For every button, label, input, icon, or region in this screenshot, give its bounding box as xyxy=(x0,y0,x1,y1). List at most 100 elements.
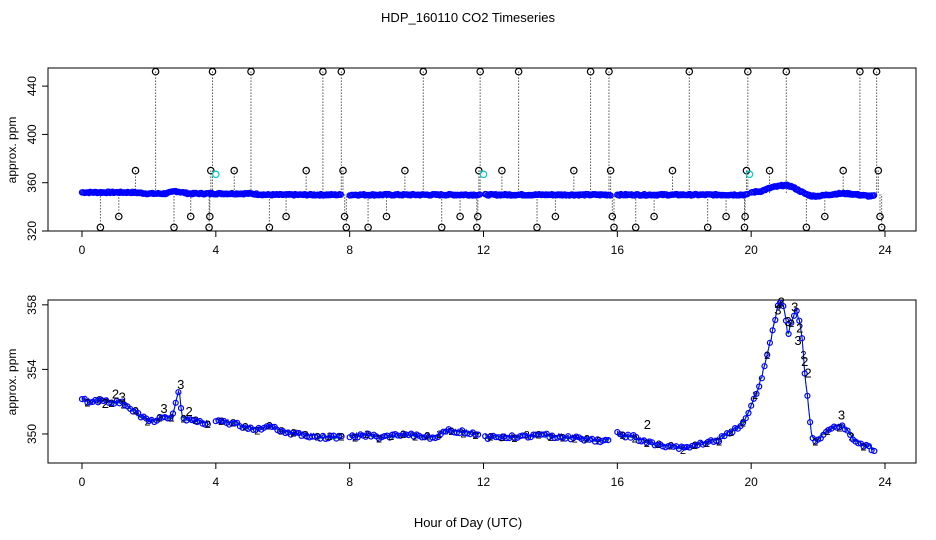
outlier-point xyxy=(650,212,658,221)
bottom-y-tick-label: 358 xyxy=(25,294,39,314)
point-label-2: 2 xyxy=(804,366,811,381)
data-point xyxy=(731,425,739,432)
outlier-point xyxy=(337,67,346,76)
bottom-x-tick-label: 24 xyxy=(878,475,892,489)
top-x-tick-label: 12 xyxy=(477,243,491,257)
data-point xyxy=(691,442,699,449)
outlier-point xyxy=(437,223,446,232)
point-label-2: 2 xyxy=(656,439,662,451)
data-point xyxy=(293,429,300,436)
data-point xyxy=(86,399,94,406)
data-point xyxy=(169,410,177,417)
outlier-point xyxy=(472,223,481,232)
flagged-point xyxy=(212,170,220,179)
data-point xyxy=(524,434,532,441)
x-axis-label: Hour of Day (UTC) xyxy=(414,515,522,530)
data-point xyxy=(793,307,800,314)
data-point xyxy=(870,192,878,199)
data-point xyxy=(400,430,407,437)
outlier-point xyxy=(339,166,347,175)
data-point xyxy=(654,441,661,449)
point-label-2: 2 xyxy=(801,354,808,369)
data-point xyxy=(282,429,289,437)
data-point xyxy=(175,389,182,396)
data-point xyxy=(607,192,614,199)
bottom-panel-frame xyxy=(47,299,917,464)
data-point xyxy=(739,419,747,426)
data-point xyxy=(766,339,774,346)
outlier-point xyxy=(551,212,560,221)
data-point xyxy=(756,383,763,390)
data-point xyxy=(790,312,798,319)
data-point xyxy=(351,434,359,441)
outlier-point xyxy=(419,67,428,76)
data-point xyxy=(540,431,548,438)
outlier-point xyxy=(115,212,123,221)
data-point xyxy=(718,433,725,440)
outlier-point xyxy=(741,212,749,221)
outlier-point xyxy=(230,166,239,175)
top-x-tick-label: 4 xyxy=(212,243,219,257)
point-label-2: 2 xyxy=(596,436,602,448)
outlier-point xyxy=(382,212,391,221)
point-label-2: 2 xyxy=(132,406,138,418)
outlier-point xyxy=(631,223,640,232)
data-point xyxy=(556,433,564,440)
flagged-point xyxy=(479,170,488,179)
point-label-2: 2 xyxy=(500,432,506,444)
outlier-point xyxy=(839,166,848,175)
outlier-point xyxy=(247,67,255,76)
outlier-point xyxy=(610,223,618,232)
point-label-2: 2 xyxy=(193,415,199,427)
outlier-point xyxy=(877,223,886,232)
point-label-2: 2 xyxy=(145,417,151,429)
data-point xyxy=(602,436,609,443)
top-panel: approx. ppm 0 4 8 12 16 20 24 320 360 400 440 xyxy=(5,67,917,257)
data-point xyxy=(418,434,425,441)
data-point xyxy=(503,435,510,442)
top-x-tick-label: 16 xyxy=(611,243,625,257)
data-point xyxy=(511,435,518,442)
data-point xyxy=(472,431,479,439)
point-label-2: 2 xyxy=(788,318,794,330)
outlier-point xyxy=(782,67,791,76)
outlier-point xyxy=(186,212,195,221)
data-point xyxy=(713,437,720,444)
data-point xyxy=(646,438,653,445)
data-point xyxy=(769,327,776,334)
top-x-tick-label: 8 xyxy=(346,243,353,257)
outlier-point xyxy=(206,212,214,221)
data-point xyxy=(100,397,107,405)
point-label-3: 3 xyxy=(160,401,167,416)
data-point xyxy=(218,418,225,425)
outlier-point xyxy=(606,166,615,175)
data-point xyxy=(135,410,142,417)
data-point xyxy=(788,319,795,326)
data-point xyxy=(475,431,482,438)
data-point xyxy=(311,433,318,440)
point-label-2: 2 xyxy=(796,320,803,335)
outlier-point xyxy=(364,223,372,232)
point-label-2: 2 xyxy=(764,350,770,362)
data-point xyxy=(108,400,115,407)
outlier-point xyxy=(473,212,482,221)
point-label-2: 2 xyxy=(861,442,867,454)
data-point xyxy=(177,405,185,412)
outlier-point xyxy=(569,166,578,175)
outlier-point xyxy=(608,212,617,221)
data-point xyxy=(798,335,806,342)
data-point xyxy=(745,409,752,417)
data-point xyxy=(167,415,174,422)
data-point xyxy=(573,433,580,440)
point-label-3: 3 xyxy=(791,299,798,314)
outlier-point xyxy=(151,67,160,76)
top-y-tick-label: 400 xyxy=(25,124,39,144)
data-point xyxy=(204,421,211,428)
data-point xyxy=(172,399,179,406)
data-point xyxy=(833,424,840,431)
outlier-point xyxy=(96,223,105,232)
data-point xyxy=(782,317,790,324)
data-point xyxy=(268,423,276,430)
outlier-point xyxy=(131,166,140,175)
